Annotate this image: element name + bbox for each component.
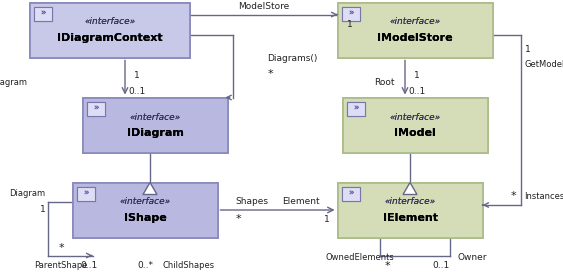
Text: *: *	[235, 214, 241, 224]
Text: IShape: IShape	[124, 213, 167, 223]
Text: «interface»: «interface»	[129, 112, 181, 122]
Text: OwnedElements: OwnedElements	[325, 253, 394, 262]
FancyBboxPatch shape	[30, 2, 190, 57]
Text: 1: 1	[525, 45, 530, 54]
Text: »: »	[348, 189, 353, 198]
FancyBboxPatch shape	[87, 101, 105, 115]
Text: 1: 1	[347, 20, 352, 29]
Text: 0..1: 0..1	[81, 261, 98, 270]
Text: Owner: Owner	[458, 253, 488, 262]
Text: »: »	[83, 189, 88, 198]
Text: Instances<IElement>(): Instances<IElement>()	[525, 191, 563, 200]
Text: IShape: IShape	[124, 213, 167, 223]
FancyBboxPatch shape	[34, 7, 52, 21]
Text: *: *	[59, 243, 65, 252]
Text: «interface»: «interface»	[84, 18, 136, 26]
FancyBboxPatch shape	[83, 98, 227, 153]
FancyBboxPatch shape	[342, 98, 488, 153]
Text: «interface»: «interface»	[119, 197, 171, 207]
Text: «interface»: «interface»	[390, 112, 441, 122]
Text: »: »	[41, 9, 46, 18]
FancyBboxPatch shape	[337, 183, 482, 238]
Text: *: *	[385, 260, 391, 271]
FancyBboxPatch shape	[342, 98, 488, 153]
Text: «interface»: «interface»	[84, 18, 136, 26]
Text: »: »	[348, 9, 353, 18]
Text: «interface»: «interface»	[385, 197, 436, 207]
FancyBboxPatch shape	[73, 183, 217, 238]
Text: 0..1: 0..1	[128, 87, 146, 96]
Text: IDiagramContext: IDiagramContext	[57, 33, 163, 43]
Text: IModelStore: IModelStore	[377, 33, 453, 43]
Text: GetModelStore(): GetModelStore()	[525, 59, 563, 68]
Text: 1: 1	[414, 71, 420, 80]
FancyBboxPatch shape	[346, 101, 364, 115]
Text: «interface»: «interface»	[390, 112, 441, 122]
Text: 1: 1	[134, 71, 140, 80]
Text: «interface»: «interface»	[119, 197, 171, 207]
FancyBboxPatch shape	[337, 2, 493, 57]
Text: ParentShape: ParentShape	[34, 261, 88, 270]
FancyBboxPatch shape	[77, 186, 95, 200]
Text: «interface»: «interface»	[385, 197, 436, 207]
Text: »: »	[93, 104, 98, 113]
FancyBboxPatch shape	[342, 7, 360, 21]
Polygon shape	[143, 183, 157, 194]
Text: ModelStore: ModelStore	[238, 2, 289, 11]
Text: Element: Element	[282, 197, 319, 205]
FancyBboxPatch shape	[87, 101, 105, 115]
Text: Diagram: Diagram	[10, 189, 46, 199]
Text: IDiagram: IDiagram	[127, 128, 184, 138]
FancyBboxPatch shape	[73, 183, 217, 238]
Text: IModel: IModel	[394, 128, 436, 138]
Text: IDiagramContext: IDiagramContext	[57, 33, 163, 43]
FancyBboxPatch shape	[30, 2, 190, 57]
Text: Diagrams(): Diagrams()	[267, 54, 318, 63]
Text: «interface»: «interface»	[390, 18, 441, 26]
Text: Shapes: Shapes	[235, 197, 269, 205]
Text: IElement: IElement	[382, 213, 437, 223]
Text: *: *	[267, 69, 273, 79]
FancyBboxPatch shape	[346, 101, 364, 115]
Text: *: *	[511, 191, 516, 201]
FancyBboxPatch shape	[342, 186, 360, 200]
Text: »: »	[41, 9, 46, 18]
Text: 1: 1	[40, 205, 46, 215]
Text: «interface»: «interface»	[390, 18, 441, 26]
Text: 0..1: 0..1	[408, 87, 426, 96]
Text: Root: Root	[374, 78, 395, 87]
Text: 1: 1	[324, 214, 329, 224]
Text: »: »	[93, 104, 98, 113]
Text: IDiagram: IDiagram	[127, 128, 184, 138]
Text: »: »	[348, 9, 353, 18]
Text: 0..*: 0..*	[137, 261, 154, 270]
FancyBboxPatch shape	[83, 98, 227, 153]
Polygon shape	[403, 183, 417, 194]
Text: ChildShapes: ChildShapes	[163, 261, 215, 270]
Text: 0..1: 0..1	[432, 261, 449, 270]
FancyBboxPatch shape	[342, 186, 360, 200]
Text: »: »	[83, 189, 88, 198]
Text: »: »	[348, 189, 353, 198]
Text: CurrentDiagram: CurrentDiagram	[0, 78, 28, 87]
Text: IModel: IModel	[394, 128, 436, 138]
Text: »: »	[353, 104, 358, 113]
FancyBboxPatch shape	[342, 7, 360, 21]
Text: IElement: IElement	[382, 213, 437, 223]
FancyBboxPatch shape	[337, 183, 482, 238]
FancyBboxPatch shape	[337, 2, 493, 57]
FancyBboxPatch shape	[77, 186, 95, 200]
FancyBboxPatch shape	[34, 7, 52, 21]
Text: »: »	[353, 104, 358, 113]
Text: «interface»: «interface»	[129, 112, 181, 122]
Text: IModelStore: IModelStore	[377, 33, 453, 43]
